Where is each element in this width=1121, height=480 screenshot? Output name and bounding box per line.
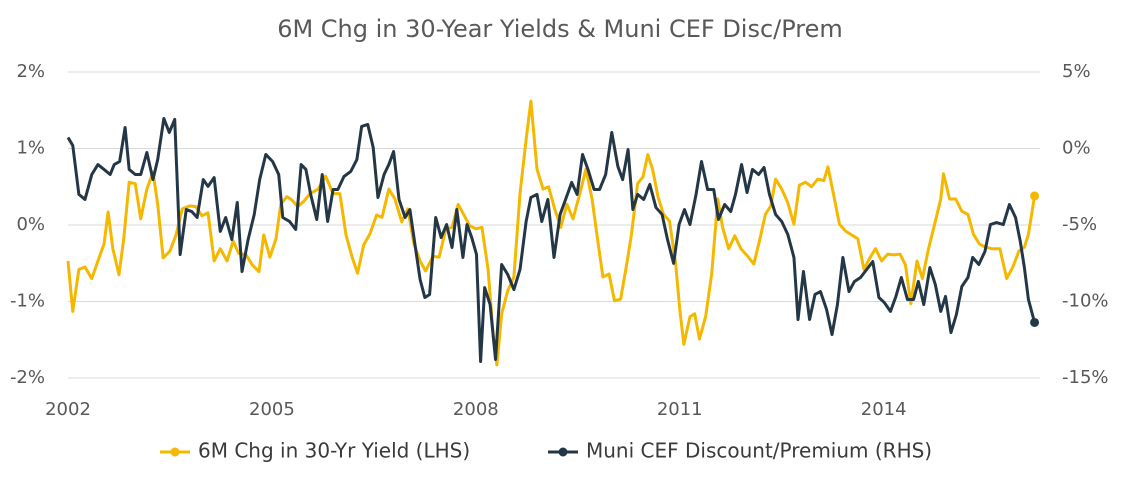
x-tick-label: 2002 xyxy=(45,399,91,420)
series-line xyxy=(66,99,1037,367)
end-marker xyxy=(1030,191,1040,201)
y2-tick-label: -5% xyxy=(1062,214,1097,235)
y2-tick-label: -10% xyxy=(1062,291,1109,312)
y2-tick-label: -15% xyxy=(1062,367,1109,388)
chart-title: 6M Chg in 30-Year Yields & Muni CEF Disc… xyxy=(277,15,843,43)
y-tick-label: 1% xyxy=(16,138,45,159)
legend-label: Muni CEF Discount/Premium (RHS) xyxy=(586,439,932,463)
end-marker xyxy=(1030,317,1040,327)
x-tick-label: 2008 xyxy=(453,399,499,420)
y2-tick-label: 5% xyxy=(1062,61,1091,82)
legend-marker xyxy=(170,447,180,457)
legend-marker xyxy=(558,447,568,457)
y-tick-label: -1% xyxy=(10,291,45,312)
y-tick-label: 2% xyxy=(16,61,45,82)
y-tick-label: -2% xyxy=(10,367,45,388)
series-line xyxy=(66,117,1037,363)
y-tick-label: 0% xyxy=(16,214,45,235)
x-tick-label: 2014 xyxy=(861,399,907,420)
legend-label: 6M Chg in 30-Yr Yield (LHS) xyxy=(198,439,470,463)
x-tick-label: 2005 xyxy=(249,399,295,420)
y2-tick-label: 0% xyxy=(1062,138,1091,159)
x-tick-label: 2011 xyxy=(657,399,703,420)
